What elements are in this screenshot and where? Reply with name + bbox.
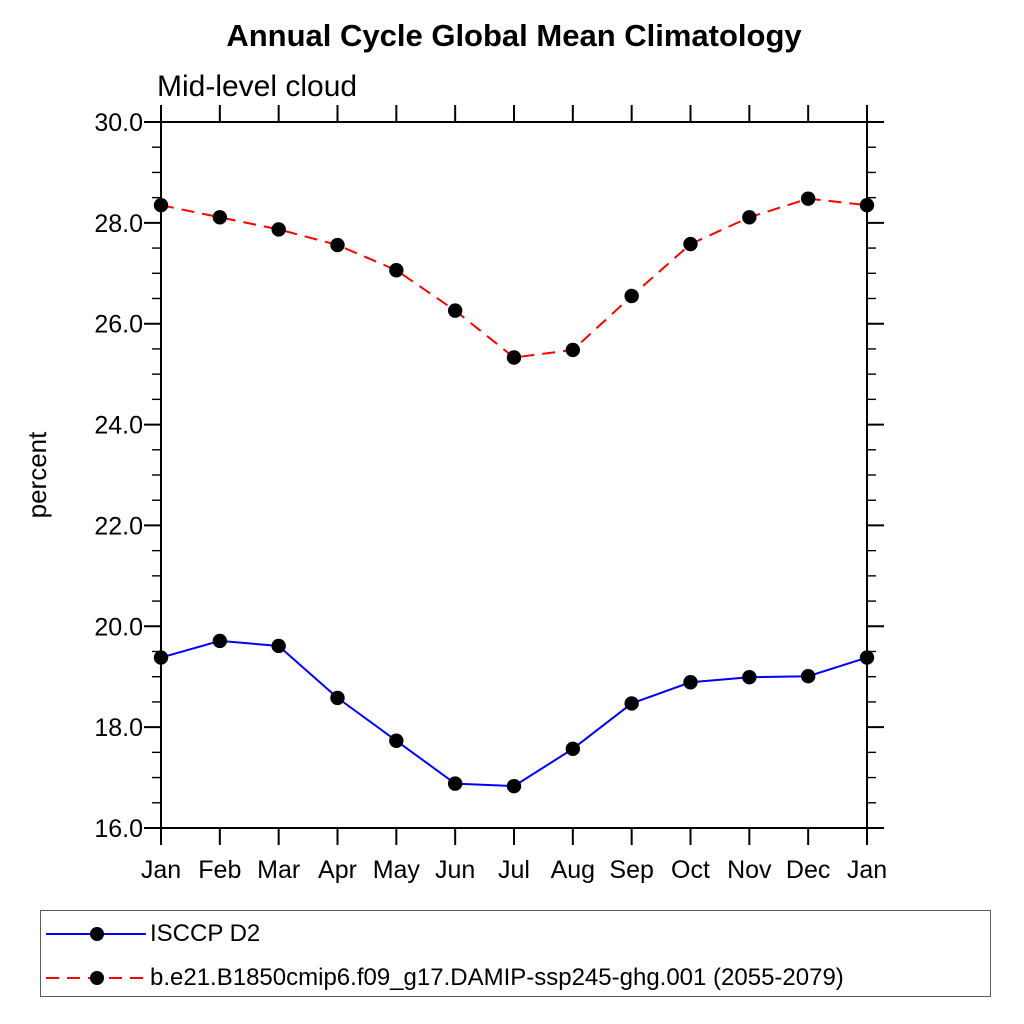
legend-line-dashed-icon bbox=[46, 971, 146, 985]
series-isccp-d2 bbox=[153, 633, 875, 794]
data-point-marker bbox=[800, 191, 816, 206]
data-point-marker bbox=[153, 650, 169, 665]
data-point-marker bbox=[683, 675, 698, 690]
data-point-marker bbox=[330, 237, 345, 253]
y-tick-label: 16.0 bbox=[94, 815, 143, 843]
series-line bbox=[160, 197, 868, 359]
y-tick-label: 20.0 bbox=[94, 613, 143, 641]
data-point-marker bbox=[330, 690, 345, 706]
series-line bbox=[160, 639, 868, 788]
legend-item: b.e21.B1850cmip6.f09_g17.DAMIP-ssp245-gh… bbox=[45, 963, 844, 993]
x-tick-label: Jan bbox=[847, 856, 887, 884]
x-tick-label: Jun bbox=[435, 856, 475, 884]
data-point-marker bbox=[447, 776, 463, 791]
x-axis-ticks bbox=[160, 105, 868, 845]
x-tick-label: Aug bbox=[551, 856, 595, 884]
data-point-marker bbox=[271, 638, 286, 654]
data-point-marker bbox=[447, 303, 463, 318]
data-point-marker bbox=[565, 741, 581, 757]
data-point-marker bbox=[624, 696, 639, 711]
data-point-marker bbox=[859, 198, 875, 213]
x-axis-labels: Jan Feb Mar Apr May Jun Jul Aug Sep Oct Nov Dec Jan bbox=[141, 856, 887, 884]
data-point-marker bbox=[271, 222, 286, 237]
x-tick-label: Jan bbox=[141, 856, 181, 884]
x-tick-label: Sep bbox=[609, 856, 653, 884]
y-axis-title: percent bbox=[22, 431, 52, 518]
y-tick-label: 26.0 bbox=[94, 311, 143, 339]
plot-border bbox=[160, 121, 868, 829]
x-tick-label: Apr bbox=[318, 856, 357, 884]
legend-item: ISCCP D2 bbox=[45, 919, 260, 949]
chart-subtitle: Mid-level cloud bbox=[157, 70, 358, 103]
data-point-marker bbox=[800, 669, 816, 684]
data-point-marker bbox=[212, 633, 228, 649]
x-tick-label: Mar bbox=[257, 856, 300, 884]
data-point-marker bbox=[565, 342, 581, 358]
y-axis-labels: 16.0 18.0 20.0 22.0 24.0 26.0 28.0 30.0 bbox=[94, 109, 143, 843]
y-tick-label: 18.0 bbox=[94, 714, 143, 742]
data-point-marker bbox=[506, 350, 522, 365]
legend-marker-icon bbox=[90, 971, 104, 985]
data-point-marker bbox=[506, 778, 522, 794]
data-point-marker bbox=[212, 210, 228, 225]
x-tick-label: Oct bbox=[671, 856, 710, 884]
plot-canvas: 16.0 18.0 20.0 22.0 24.0 26.0 28.0 30.0 Jan Feb Ma… bbox=[22, 105, 887, 884]
data-point-marker bbox=[153, 198, 169, 213]
data-point-marker bbox=[389, 733, 404, 748]
legend-marker-icon bbox=[90, 927, 104, 941]
x-tick-label: Feb bbox=[198, 856, 241, 884]
legend-line-solid-icon bbox=[46, 927, 146, 941]
data-point-marker bbox=[742, 210, 757, 225]
x-tick-label: Dec bbox=[786, 856, 830, 884]
x-tick-label: May bbox=[373, 856, 421, 884]
data-point-marker bbox=[389, 263, 404, 278]
legend-label: b.e21.B1850cmip6.f09_g17.DAMIP-ssp245-gh… bbox=[150, 964, 844, 991]
legend-label: ISCCP D2 bbox=[150, 920, 261, 947]
data-point-marker bbox=[624, 288, 639, 304]
data-point-marker bbox=[683, 236, 698, 252]
chart-title: Annual Cycle Global Mean Climatology bbox=[226, 18, 802, 53]
y-tick-label: 28.0 bbox=[94, 210, 143, 238]
x-tick-label: Jul bbox=[498, 856, 530, 884]
y-tick-label: 30.0 bbox=[94, 109, 143, 137]
data-point-marker bbox=[859, 650, 875, 665]
y-axis-ticks bbox=[144, 121, 884, 829]
data-point-marker bbox=[742, 670, 757, 685]
y-tick-label: 22.0 bbox=[94, 512, 143, 540]
series-model bbox=[153, 191, 875, 365]
legend: ISCCP D2 b.e21.B1850cmip6.f09_g17.DAMIP-s… bbox=[40, 910, 991, 997]
x-tick-label: Nov bbox=[727, 856, 772, 884]
y-tick-label: 24.0 bbox=[94, 412, 143, 440]
